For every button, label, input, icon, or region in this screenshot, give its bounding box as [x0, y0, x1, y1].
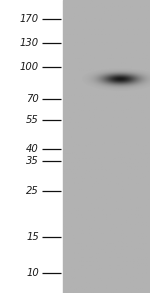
Text: 15: 15	[26, 232, 39, 242]
Text: 40: 40	[26, 144, 39, 154]
Text: 170: 170	[20, 14, 39, 24]
Text: 130: 130	[20, 38, 39, 48]
Text: 35: 35	[26, 156, 39, 166]
Text: 10: 10	[26, 268, 39, 278]
Text: 25: 25	[26, 186, 39, 196]
Text: 55: 55	[26, 115, 39, 125]
Bar	[63, 0, 150, 293]
Text: 70: 70	[26, 93, 39, 103]
Text: 100: 100	[20, 62, 39, 71]
